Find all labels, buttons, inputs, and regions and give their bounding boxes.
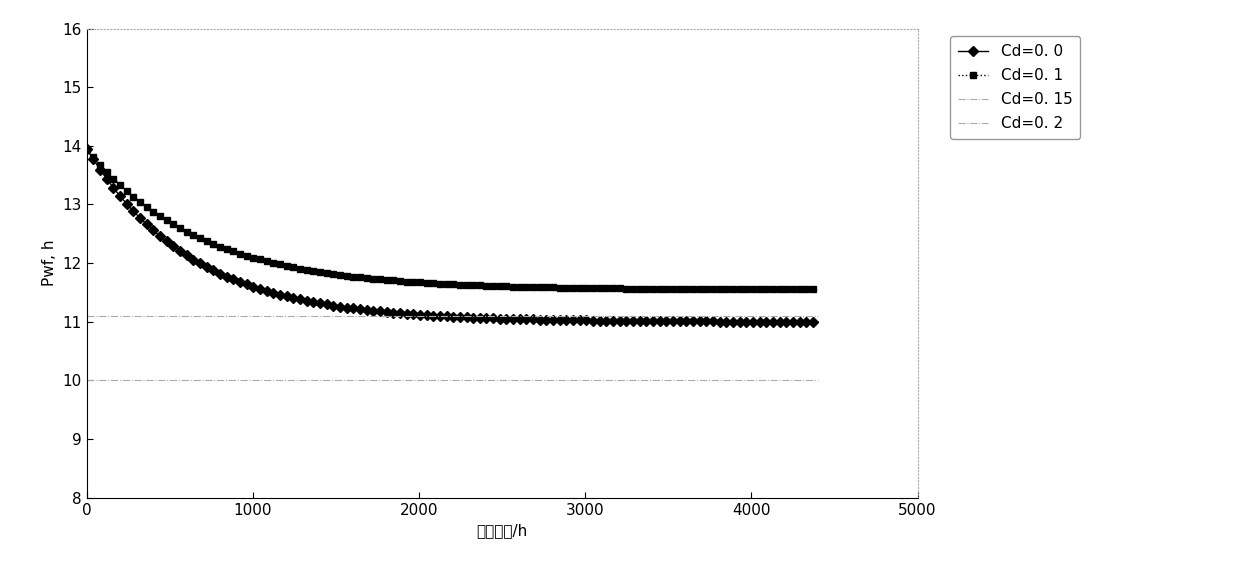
Y-axis label: Pwf, h: Pwf, h (42, 240, 57, 287)
Legend: Cd=0. 0, Cd=0. 1, Cd=0. 15, Cd=0. 2: Cd=0. 0, Cd=0. 1, Cd=0. 15, Cd=0. 2 (950, 36, 1080, 139)
X-axis label: 生产时间/h: 生产时间/h (476, 523, 528, 538)
